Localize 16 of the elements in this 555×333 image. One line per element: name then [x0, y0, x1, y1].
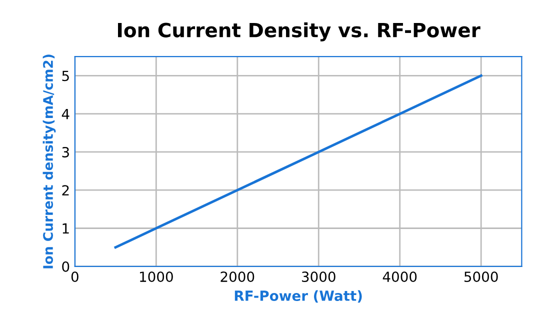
- chart-title: Ion Current Density vs. RF-Power: [118, 22, 480, 42]
- y-tick-label: 0: [62, 261, 70, 272]
- x-tick-label: 4000: [382, 272, 417, 282]
- line-series: [114, 74, 482, 249]
- y-axis-title: Ion Current density(mA/cm2): [42, 54, 56, 268]
- y-tick-label: 3: [62, 146, 69, 158]
- x-tick-label: 0: [71, 272, 78, 282]
- x-tick-label: 3000: [302, 272, 336, 282]
- x-tick-label: 1000: [140, 272, 173, 282]
- y-tick-label: 2: [62, 185, 69, 196]
- y-tick-label: 5: [62, 70, 69, 82]
- y-tick-label: 4: [62, 108, 70, 120]
- x-axis-title: RF-Power (Watt): [234, 290, 362, 303]
- x-tick-label: 2000: [220, 272, 254, 282]
- x-tick-label: 5000: [464, 272, 498, 282]
- y-tick-label: 1: [62, 223, 69, 234]
